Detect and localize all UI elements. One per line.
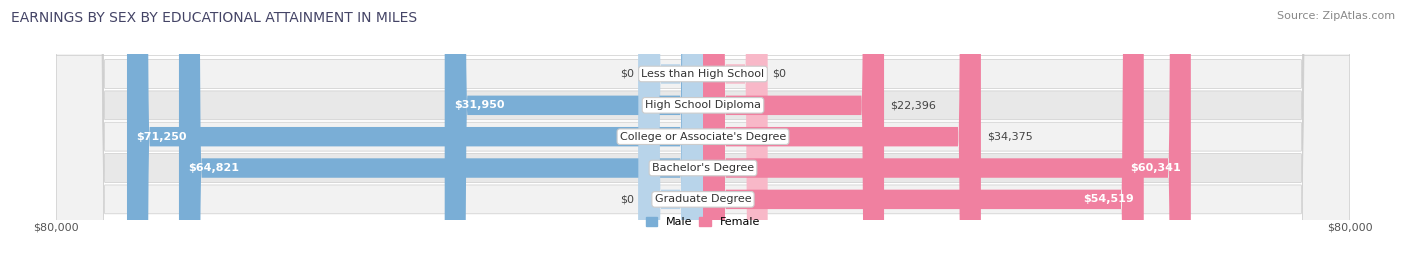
FancyBboxPatch shape [703, 0, 1191, 268]
Text: $31,950: $31,950 [454, 100, 505, 110]
Text: $71,250: $71,250 [136, 132, 187, 142]
FancyBboxPatch shape [703, 0, 884, 268]
Text: College or Associate's Degree: College or Associate's Degree [620, 132, 786, 142]
FancyBboxPatch shape [56, 0, 1350, 268]
Text: Bachelor's Degree: Bachelor's Degree [652, 163, 754, 173]
Text: $0: $0 [620, 194, 634, 204]
Text: Source: ZipAtlas.com: Source: ZipAtlas.com [1277, 11, 1395, 21]
FancyBboxPatch shape [638, 0, 703, 268]
Text: $0: $0 [772, 69, 786, 79]
FancyBboxPatch shape [127, 0, 703, 268]
FancyBboxPatch shape [56, 0, 1350, 268]
Text: $34,375: $34,375 [987, 132, 1033, 142]
Text: High School Diploma: High School Diploma [645, 100, 761, 110]
FancyBboxPatch shape [56, 0, 1350, 268]
FancyBboxPatch shape [638, 0, 703, 268]
Text: $54,519: $54,519 [1083, 194, 1135, 204]
Legend: Male, Female: Male, Female [647, 217, 759, 228]
FancyBboxPatch shape [703, 0, 1143, 268]
FancyBboxPatch shape [703, 0, 768, 268]
Text: $64,821: $64,821 [188, 163, 239, 173]
FancyBboxPatch shape [703, 0, 981, 268]
FancyBboxPatch shape [56, 0, 1350, 268]
FancyBboxPatch shape [56, 0, 1350, 268]
Text: $22,396: $22,396 [890, 100, 936, 110]
Text: Less than High School: Less than High School [641, 69, 765, 79]
Text: $0: $0 [620, 69, 634, 79]
Text: $60,341: $60,341 [1130, 163, 1181, 173]
Text: Graduate Degree: Graduate Degree [655, 194, 751, 204]
FancyBboxPatch shape [444, 0, 703, 268]
FancyBboxPatch shape [179, 0, 703, 268]
Text: EARNINGS BY SEX BY EDUCATIONAL ATTAINMENT IN MILES: EARNINGS BY SEX BY EDUCATIONAL ATTAINMEN… [11, 11, 418, 25]
